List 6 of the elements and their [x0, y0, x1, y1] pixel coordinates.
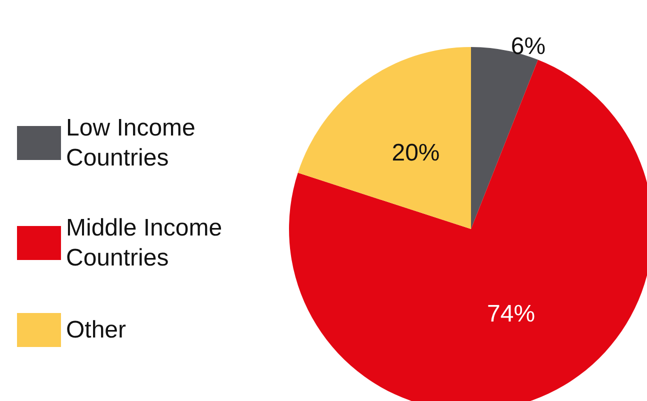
legend-label: Middle Income Countries [66, 214, 229, 272]
data-label: 6% [510, 32, 546, 60]
legend-label: Low Income Countries [66, 114, 202, 172]
data-label: 74% [487, 300, 536, 328]
legend-label: Other [66, 316, 126, 344]
data-label: 20% [392, 139, 440, 166]
